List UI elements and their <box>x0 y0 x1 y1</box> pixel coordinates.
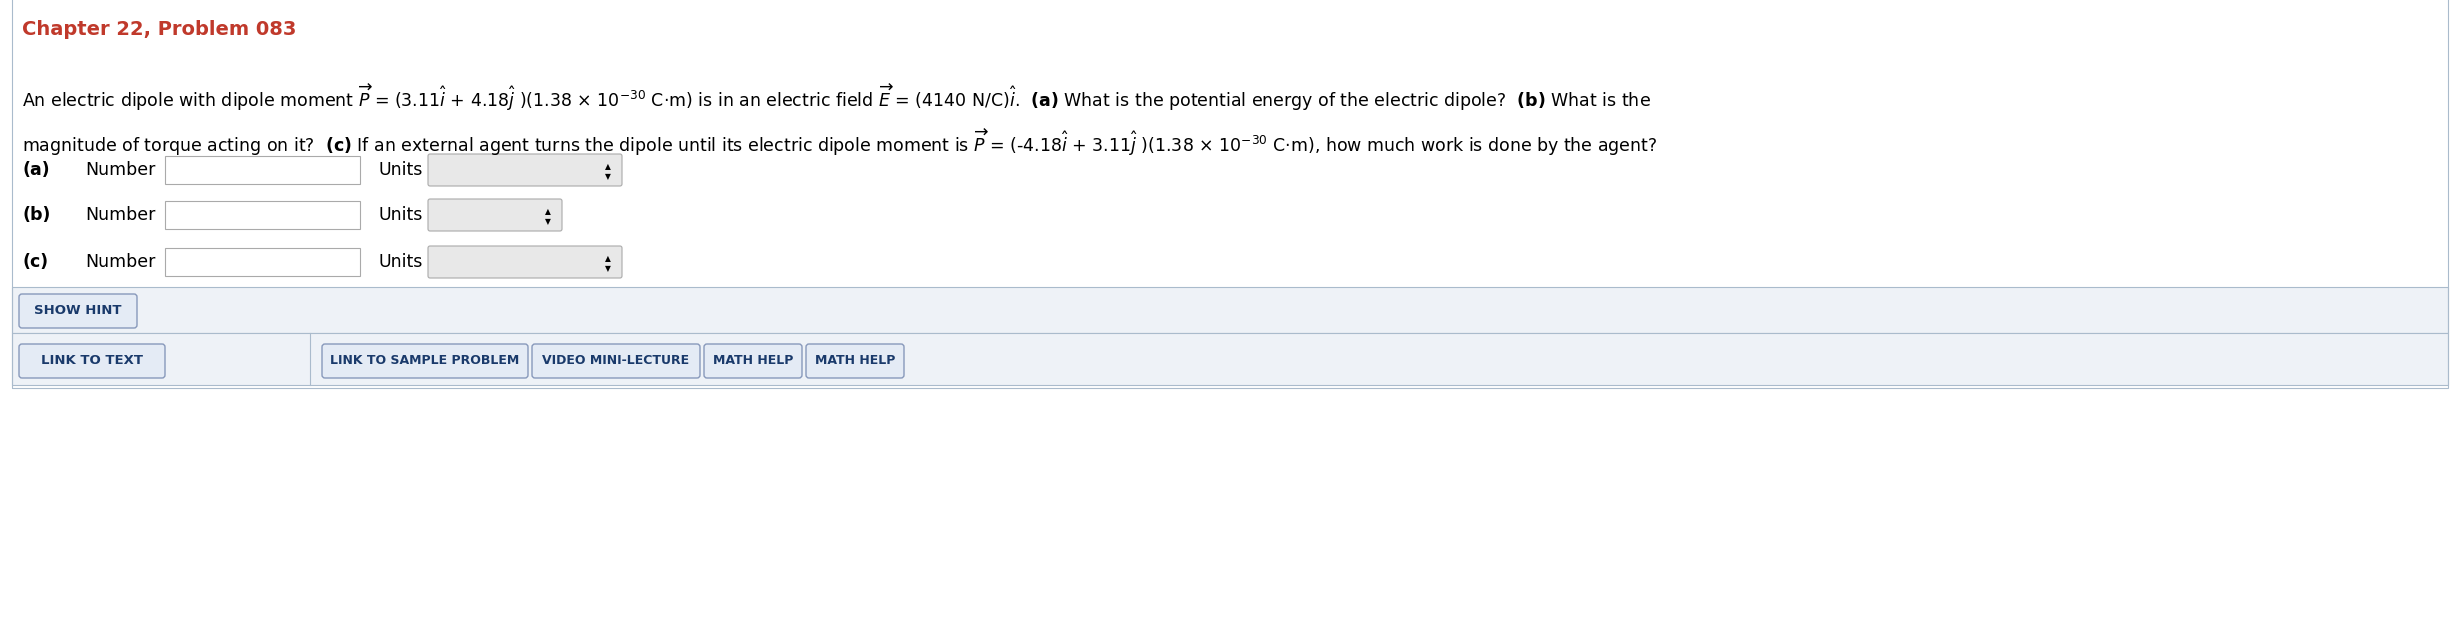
Text: ▼: ▼ <box>546 218 551 226</box>
FancyBboxPatch shape <box>704 344 802 378</box>
Text: Number: Number <box>86 253 155 271</box>
Bar <box>12 333 2448 385</box>
Text: (b): (b) <box>22 206 49 224</box>
Text: LINK TO SAMPLE PROBLEM: LINK TO SAMPLE PROBLEM <box>330 355 519 367</box>
FancyBboxPatch shape <box>20 294 138 328</box>
Bar <box>12 287 2448 333</box>
Text: Units: Units <box>379 253 423 271</box>
Text: (a): (a) <box>22 161 49 179</box>
FancyBboxPatch shape <box>807 344 903 378</box>
FancyBboxPatch shape <box>322 344 529 378</box>
Text: An electric dipole with dipole moment $\overrightarrow{P}$ = (3.11$\hat{i}$ + 4.: An electric dipole with dipole moment $\… <box>22 83 1651 114</box>
Bar <box>165 248 359 276</box>
Text: Number: Number <box>86 161 155 179</box>
Text: ▼: ▼ <box>605 172 610 181</box>
Text: Units: Units <box>379 161 423 179</box>
Text: Number: Number <box>86 206 155 224</box>
Text: VIDEO MINI-LECTURE: VIDEO MINI-LECTURE <box>544 355 689 367</box>
FancyBboxPatch shape <box>428 246 622 278</box>
Text: (c): (c) <box>22 253 49 271</box>
Bar <box>165 201 359 229</box>
FancyBboxPatch shape <box>428 154 622 186</box>
FancyBboxPatch shape <box>531 344 701 378</box>
Text: Chapter 22, Problem 083: Chapter 22, Problem 083 <box>22 20 295 39</box>
FancyBboxPatch shape <box>20 344 165 378</box>
Text: magnitude of torque acting on it?  $\mathbf{(c)}$ If an external agent turns the: magnitude of torque acting on it? $\math… <box>22 128 1658 158</box>
Text: ▼: ▼ <box>605 265 610 274</box>
Text: MATH HELP: MATH HELP <box>814 355 895 367</box>
Text: ▲: ▲ <box>546 207 551 216</box>
Text: ▲: ▲ <box>605 163 610 172</box>
Bar <box>12 0 2448 388</box>
Text: SHOW HINT: SHOW HINT <box>34 304 121 318</box>
Bar <box>165 156 359 184</box>
Text: MATH HELP: MATH HELP <box>713 355 792 367</box>
FancyBboxPatch shape <box>428 199 561 231</box>
Text: ▲: ▲ <box>605 255 610 263</box>
Text: Units: Units <box>379 206 423 224</box>
Text: LINK TO TEXT: LINK TO TEXT <box>42 355 143 367</box>
